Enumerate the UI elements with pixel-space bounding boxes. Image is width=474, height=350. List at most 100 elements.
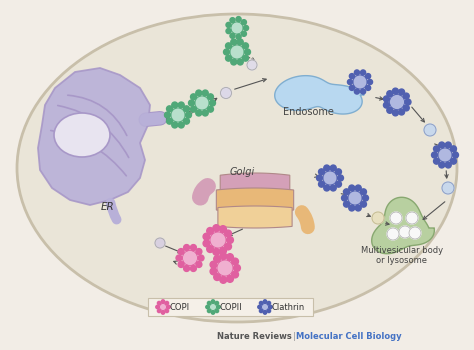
Circle shape [214, 274, 220, 280]
Circle shape [227, 237, 233, 243]
Circle shape [219, 226, 227, 232]
Circle shape [210, 303, 217, 310]
Circle shape [196, 261, 202, 267]
Circle shape [349, 74, 355, 79]
Circle shape [171, 108, 185, 122]
Circle shape [453, 152, 458, 158]
Circle shape [191, 106, 197, 112]
Circle shape [215, 309, 219, 313]
Circle shape [208, 301, 211, 305]
Circle shape [319, 169, 325, 175]
Circle shape [424, 124, 436, 136]
Circle shape [406, 212, 418, 224]
Circle shape [267, 309, 271, 313]
Text: Molecular Cell Biology: Molecular Cell Biology [296, 332, 401, 341]
Circle shape [183, 118, 190, 124]
Circle shape [189, 100, 194, 106]
Circle shape [324, 165, 330, 171]
Circle shape [237, 39, 243, 45]
Circle shape [167, 305, 170, 309]
Circle shape [220, 88, 231, 98]
Circle shape [214, 256, 220, 262]
Circle shape [442, 182, 454, 194]
Circle shape [215, 301, 219, 305]
Circle shape [392, 110, 399, 116]
Circle shape [336, 181, 341, 187]
Circle shape [439, 162, 445, 168]
Circle shape [183, 245, 190, 251]
Circle shape [231, 22, 243, 34]
Circle shape [157, 301, 161, 305]
Text: COPII: COPII [220, 302, 243, 312]
Circle shape [210, 232, 226, 248]
Circle shape [361, 70, 365, 75]
Circle shape [367, 79, 373, 85]
Circle shape [210, 268, 217, 275]
Polygon shape [275, 76, 365, 114]
Circle shape [226, 22, 231, 27]
Circle shape [183, 106, 190, 112]
Circle shape [450, 158, 456, 164]
Circle shape [217, 305, 220, 309]
Circle shape [269, 305, 272, 309]
Circle shape [399, 89, 404, 95]
Circle shape [263, 311, 267, 314]
Circle shape [387, 107, 393, 113]
Circle shape [211, 300, 215, 303]
Circle shape [178, 261, 184, 267]
Circle shape [445, 162, 451, 168]
Circle shape [196, 90, 202, 96]
Circle shape [172, 122, 178, 128]
Circle shape [225, 243, 231, 250]
Circle shape [191, 245, 196, 251]
Polygon shape [216, 188, 294, 212]
Circle shape [361, 89, 365, 94]
Circle shape [336, 169, 341, 175]
Circle shape [344, 201, 349, 207]
Circle shape [349, 85, 355, 90]
Text: Nature Reviews: Nature Reviews [217, 332, 292, 341]
FancyBboxPatch shape [148, 298, 313, 316]
Circle shape [176, 255, 182, 261]
Circle shape [220, 253, 227, 259]
Polygon shape [38, 68, 150, 205]
Circle shape [156, 305, 159, 309]
Circle shape [438, 148, 452, 162]
Circle shape [245, 49, 250, 55]
Polygon shape [220, 173, 290, 197]
Circle shape [247, 60, 257, 70]
Circle shape [337, 175, 344, 181]
Circle shape [195, 96, 209, 110]
Circle shape [347, 79, 353, 85]
Circle shape [365, 85, 371, 90]
Circle shape [390, 212, 402, 224]
Circle shape [211, 311, 215, 314]
Circle shape [232, 258, 238, 265]
Circle shape [434, 158, 439, 164]
Circle shape [226, 55, 231, 61]
Circle shape [208, 309, 211, 313]
Circle shape [224, 49, 229, 55]
FancyArrowPatch shape [68, 95, 127, 135]
FancyArrowPatch shape [302, 212, 308, 227]
Circle shape [213, 225, 219, 231]
Circle shape [399, 226, 411, 238]
Circle shape [431, 152, 438, 158]
Circle shape [267, 301, 271, 305]
Circle shape [259, 301, 263, 305]
Circle shape [361, 201, 366, 207]
Circle shape [226, 43, 231, 49]
Ellipse shape [17, 14, 457, 322]
Circle shape [445, 142, 451, 148]
Text: |: | [292, 332, 295, 341]
Circle shape [356, 185, 361, 191]
FancyArrowPatch shape [110, 203, 117, 219]
Circle shape [206, 305, 209, 309]
Circle shape [234, 265, 240, 271]
Circle shape [365, 74, 371, 79]
Circle shape [450, 146, 456, 152]
Circle shape [409, 227, 421, 239]
Circle shape [230, 33, 235, 38]
Circle shape [155, 238, 165, 248]
Circle shape [220, 276, 227, 283]
